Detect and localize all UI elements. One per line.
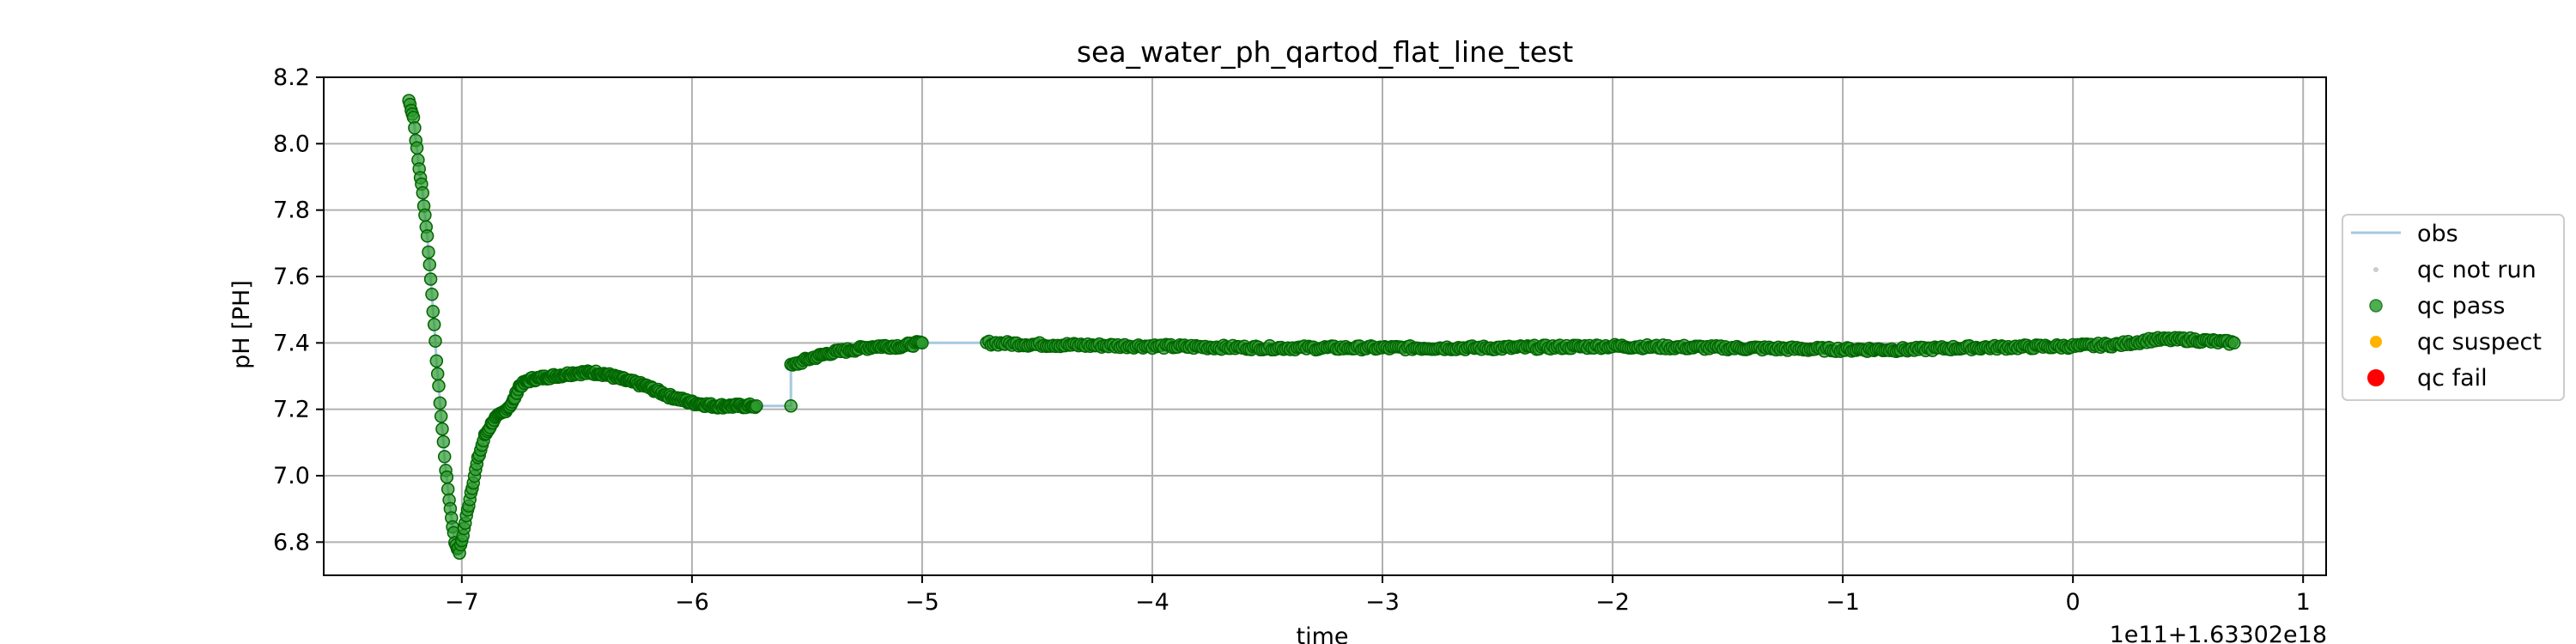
x-axis-label: time — [1296, 623, 1348, 644]
qc-pass-point — [422, 258, 437, 271]
x-tick-label: −2 — [1595, 589, 1630, 616]
qc-pass-point — [434, 410, 448, 423]
data-points — [402, 94, 2241, 560]
y-tick-label: 7.8 — [273, 197, 310, 224]
qc-pass-point — [410, 141, 424, 155]
x-tick-label: −7 — [445, 589, 479, 616]
x-tick-label: −3 — [1365, 589, 1400, 616]
qc-pass-point — [429, 354, 444, 368]
x-tick-label: −4 — [1135, 589, 1170, 616]
y-tick-label: 7.2 — [273, 397, 310, 423]
legend-qc-suspect-icon — [2370, 336, 2382, 348]
qc-pass-point — [425, 288, 439, 301]
qc-pass-point — [750, 399, 763, 413]
y-tick-label: 8.0 — [273, 131, 310, 157]
chart-title: sea_water_ph_qartod_flat_line_test — [1077, 35, 1573, 69]
legend-qc-pass-icon — [2369, 299, 2383, 313]
plot-frame — [323, 76, 2327, 576]
x-tick-label: −6 — [675, 589, 709, 616]
x-tick-label: −5 — [905, 589, 939, 616]
legend-box — [2342, 214, 2565, 401]
qc-pass-point — [915, 336, 929, 350]
legend-label-obs: obs — [2417, 221, 2458, 247]
qc-pass-point — [437, 450, 452, 464]
qc-pass-point — [440, 482, 455, 496]
qc-pass-point — [784, 399, 798, 413]
qc-pass-point — [422, 245, 435, 259]
y-tick-label: 7.4 — [273, 330, 310, 356]
qc-pass-point — [428, 334, 442, 348]
qc-pass-point — [440, 470, 454, 484]
qc-pass-point — [418, 208, 432, 222]
qc-pass-point — [435, 422, 449, 436]
qc-pass-point — [432, 379, 446, 393]
qc-pass-point — [416, 185, 430, 200]
legend-qc-fail-icon — [2367, 369, 2385, 386]
y-axis-ticks: 6.8 7.0 7.2 7.4 7.6 7.8 8.0 8.2 — [273, 64, 324, 556]
legend-label-qc-not-run: qc not run — [2417, 257, 2537, 283]
x-tick-label: 1 — [2296, 589, 2311, 616]
qc-pass-point — [2227, 336, 2241, 350]
legend: obs qc not run qc pass qc suspect qc fai… — [2342, 214, 2565, 401]
qc-pass-point — [408, 121, 422, 135]
qc-pass-point — [420, 229, 434, 243]
legend-label-qc-fail: qc fail — [2417, 365, 2488, 392]
qc-pass-point — [433, 396, 447, 410]
y-axis-label: pH [PH] — [228, 280, 255, 369]
legend-label-qc-suspect: qc suspect — [2417, 329, 2542, 355]
x-axis-offset-text: 1e11+1.63302e18 — [2110, 622, 2327, 644]
qc-pass-point — [436, 434, 451, 449]
y-tick-label: 6.8 — [273, 529, 310, 556]
legend-label-qc-pass: qc pass — [2417, 293, 2505, 319]
x-axis-ticks: −7 −6 −5 −4 −3 −2 −1 0 1 — [445, 575, 2311, 616]
x-tick-label: −1 — [1826, 589, 1860, 616]
x-tick-label: 0 — [2066, 589, 2081, 616]
y-tick-label: 8.2 — [273, 64, 310, 91]
y-tick-label: 7.6 — [273, 264, 310, 290]
qc-pass-point — [423, 272, 438, 286]
y-tick-label: 7.0 — [273, 463, 310, 489]
legend-qc-not-run-icon — [2373, 267, 2379, 272]
qc-pass-point — [426, 305, 440, 319]
qc-pass-point — [427, 318, 441, 331]
qc-pass-point — [430, 367, 445, 381]
